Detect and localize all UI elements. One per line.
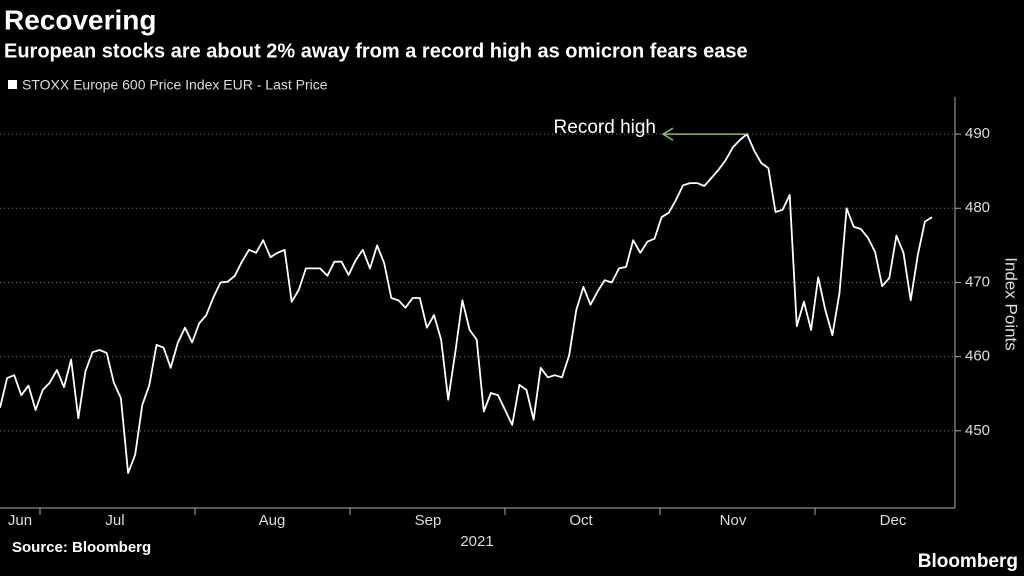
y-tick-label: 490 [965,125,990,142]
chart-title: Recovering [4,4,157,35]
y-axis-label: Index Points [1002,257,1021,351]
annotation-arrowhead [661,127,674,141]
x-tick-label: Aug [259,512,286,529]
x-year: 2021 [460,533,493,550]
legend-label: STOXX Europe 600 Price Index EUR - Last … [22,77,328,93]
x-tick-label: Jun [8,512,32,529]
x-tick-label: Sep [415,512,442,529]
chart-subtitle: European stocks are about 2% away from a… [4,40,748,62]
y-tick-label: 470 [965,273,990,290]
x-tick-label: Jul [105,512,124,529]
price-line [0,133,933,474]
x-tick-label: Dec [880,512,907,529]
x-tick-label: Oct [569,512,593,529]
x-tick-label: Nov [720,512,747,529]
y-tick-label: 480 [965,199,990,216]
annotation: Record high [554,117,656,138]
brand: Bloomberg [918,551,1018,572]
y-tick-label: 460 [965,348,990,365]
y-tick-label: 450 [965,422,990,439]
legend-swatch [8,80,17,89]
source: Source: Bloomberg [12,539,151,556]
